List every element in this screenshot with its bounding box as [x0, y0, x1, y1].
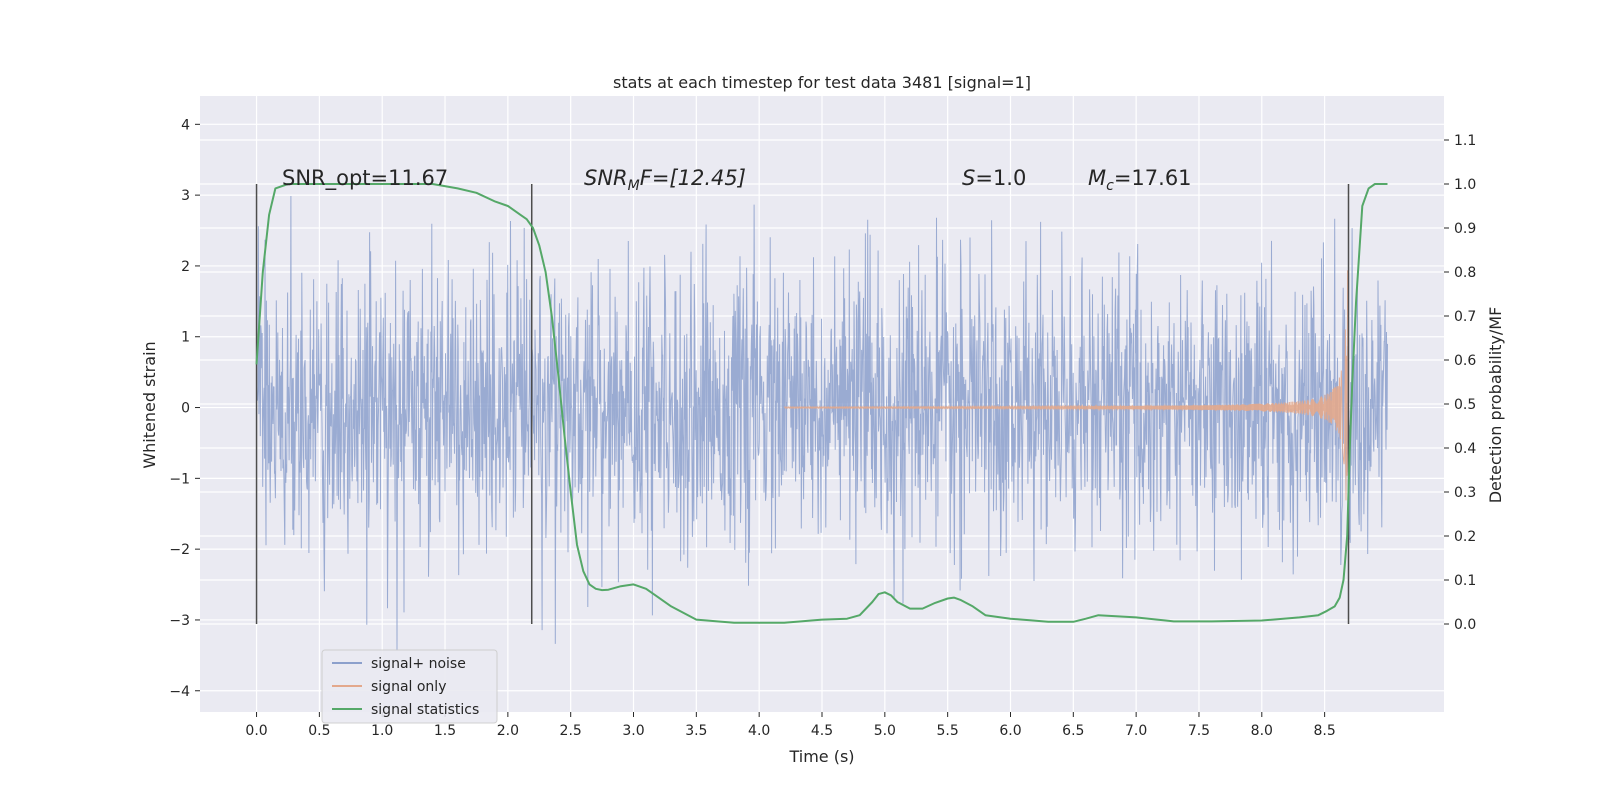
x-tick-label: 2.5 — [560, 723, 582, 739]
legend-label-stats: signal statistics — [371, 702, 479, 718]
annotation-snr-opt: SNR_opt=11.67 — [282, 166, 448, 191]
y-right-tick-label: 0.7 — [1454, 309, 1476, 325]
y-right-tick-label: 0.4 — [1454, 441, 1476, 457]
annotation-snr-mf: SNRMF=[12.45] — [584, 166, 746, 194]
x-tick-label: 2.0 — [497, 723, 519, 739]
signal-noise-line — [256, 195, 1388, 651]
y-left-axis-label: Whitened strain — [140, 341, 159, 468]
x-tick-label: 1.0 — [371, 723, 393, 739]
x-tick-label: 4.0 — [748, 723, 770, 739]
x-tick-label: 1.5 — [434, 723, 456, 739]
y-right-tick-label: 0.8 — [1454, 265, 1476, 281]
y-right-tick-label: 0.3 — [1454, 485, 1476, 501]
chart-title: stats at each timestep for test data 348… — [613, 73, 1031, 92]
x-axis-label: Time (s) — [788, 747, 854, 766]
x-tick-label: 6.0 — [999, 723, 1021, 739]
y-left-tick-label: 1 — [181, 330, 190, 346]
vertical-markers — [255, 184, 1350, 624]
x-tick-label: 6.5 — [1062, 723, 1084, 739]
y-right-tick-label: 0.9 — [1454, 221, 1476, 237]
x-tick-label: 7.5 — [1188, 723, 1210, 739]
y-right-axis-label: Detection probability/MF — [1486, 307, 1505, 504]
signal-statistics-line — [255, 183, 1388, 624]
x-tick-label: 4.5 — [811, 723, 833, 739]
y-right-tick-label: 0.2 — [1454, 529, 1476, 545]
y-left-axis-ticks: 4 3 2 1 0 −1 −2 −3 −4 — [169, 117, 200, 700]
signal-only-line — [783, 270, 1349, 501]
y-right-tick-label: 0.1 — [1454, 573, 1476, 589]
y-right-tick-label: 1.0 — [1454, 177, 1476, 193]
x-tick-label: 0.0 — [245, 723, 267, 739]
legend-label-signal: signal only — [371, 679, 446, 695]
y-left-tick-label: 4 — [181, 117, 190, 133]
x-tick-label: 5.5 — [937, 723, 959, 739]
legend-box — [321, 649, 498, 724]
y-left-tick-label: −4 — [169, 684, 190, 700]
y-right-tick-label: 0.5 — [1454, 397, 1476, 413]
x-tick-label: 5.0 — [874, 723, 896, 739]
y-left-tick-label: 2 — [181, 259, 190, 275]
y-left-tick-label: 0 — [181, 401, 190, 417]
signal-noise-series — [256, 195, 1388, 651]
annotation-mc: Mc=17.61 — [1088, 166, 1192, 194]
y-right-tick-label: 1.1 — [1454, 133, 1476, 149]
x-tick-label: 8.5 — [1313, 723, 1335, 739]
signal-statistics-series — [255, 183, 1388, 624]
annotation-s: S=1.0 — [962, 166, 1026, 190]
y-right-tick-label: 0.0 — [1454, 617, 1476, 633]
legend: signal+ noise signal only signal statist… — [321, 649, 498, 724]
x-tick-label: 3.0 — [622, 723, 644, 739]
y-left-tick-label: 3 — [181, 188, 190, 204]
y-right-tick-label: 0.6 — [1454, 353, 1476, 369]
y-left-tick-label: −3 — [169, 613, 190, 629]
x-tick-label: 0.5 — [308, 723, 330, 739]
x-tick-label: 3.5 — [685, 723, 707, 739]
x-tick-label: 7.0 — [1125, 723, 1147, 739]
y-left-tick-label: −2 — [169, 542, 190, 558]
x-tick-label: 8.0 — [1251, 723, 1273, 739]
legend-label-noise: signal+ noise — [371, 656, 466, 672]
signal-only-series — [783, 270, 1349, 501]
y-right-axis-ticks: 1.1 1.0 0.9 0.8 0.7 0.6 0.5 0.4 0.3 0.2 0.1 0.0 — [1444, 133, 1476, 633]
y-left-tick-label: −1 — [169, 471, 190, 487]
x-axis-ticks: 0.0 0.5 1.0 1.5 2.0 2.5 3.0 3.5 4.0 4.5 5.0 5.5 6.0 6… — [245, 712, 1336, 739]
